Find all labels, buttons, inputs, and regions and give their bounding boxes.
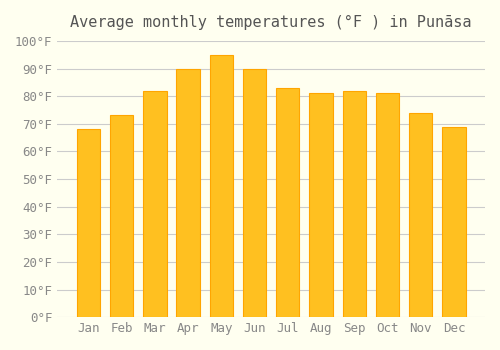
Bar (310, 93, 332, 317)
Bar (77, 129, 100, 317)
Title: Average monthly temperatures (°F ) in Punāsa: Average monthly temperatures (°F ) in Pu… (70, 15, 472, 30)
Bar (110, 116, 134, 317)
Bar (276, 88, 299, 317)
Bar (144, 91, 167, 317)
Bar (376, 93, 399, 317)
Bar (176, 69, 200, 317)
Bar (409, 113, 432, 317)
Bar (243, 69, 266, 317)
Bar (342, 91, 366, 317)
Bar (442, 127, 466, 317)
Bar (210, 55, 233, 317)
